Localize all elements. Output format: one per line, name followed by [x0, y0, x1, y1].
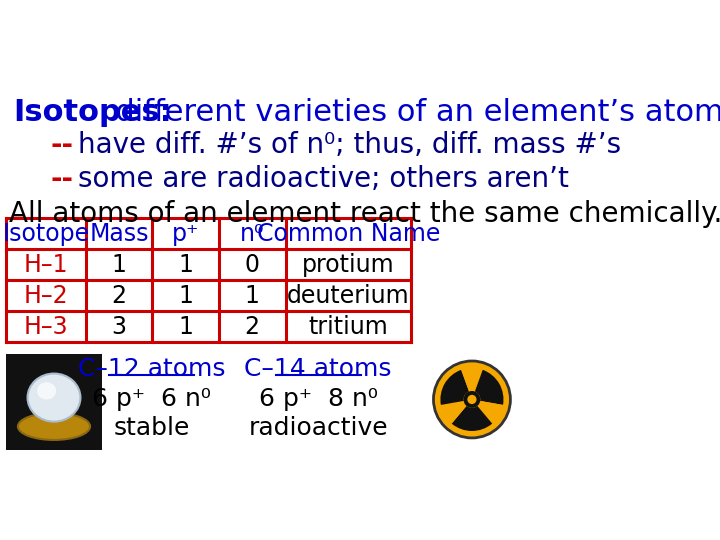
Text: 2: 2 [112, 284, 127, 308]
Ellipse shape [18, 413, 90, 440]
Text: n⁰: n⁰ [240, 222, 264, 246]
Text: H–3: H–3 [24, 315, 68, 339]
Wedge shape [442, 402, 467, 423]
Text: 0: 0 [245, 253, 260, 277]
Text: 1: 1 [179, 284, 193, 308]
Text: stable: stable [114, 416, 190, 441]
Text: --: -- [50, 165, 73, 193]
Text: deuterium: deuterium [287, 284, 410, 308]
Text: 1: 1 [179, 315, 193, 339]
Wedge shape [474, 370, 503, 405]
Text: p⁺: p⁺ [172, 222, 199, 246]
Text: --: -- [50, 131, 73, 159]
Text: C–14 atoms: C–14 atoms [244, 357, 392, 381]
Text: Isotope: Isotope [2, 222, 89, 246]
Text: H–1: H–1 [24, 253, 68, 277]
Text: C–12 atoms: C–12 atoms [78, 357, 225, 381]
Text: 1: 1 [179, 253, 193, 277]
Text: 6 p⁺  8 n⁰: 6 p⁺ 8 n⁰ [258, 387, 377, 411]
Circle shape [433, 361, 510, 438]
Text: H–2: H–2 [24, 284, 68, 308]
Wedge shape [478, 401, 503, 420]
Bar [6, 354, 102, 450]
Ellipse shape [37, 382, 56, 400]
Text: tritium: tritium [309, 315, 388, 339]
Text: Isotopes:: Isotopes: [13, 98, 172, 127]
Text: All atoms of an element react the same chemically.: All atoms of an element react the same c… [9, 200, 720, 228]
Text: different varieties of an element’s atoms: different varieties of an element’s atom… [96, 98, 720, 127]
Text: Mass: Mass [89, 222, 149, 246]
Circle shape [464, 391, 480, 408]
Text: have diff. #’s of n⁰; thus, diff. mass #’s: have diff. #’s of n⁰; thus, diff. mass #… [78, 131, 621, 159]
Text: Common Name: Common Name [257, 222, 440, 246]
Text: 1: 1 [245, 284, 260, 308]
Wedge shape [451, 406, 492, 431]
Wedge shape [441, 370, 469, 405]
Wedge shape [461, 368, 477, 392]
Text: 1: 1 [112, 253, 127, 277]
Text: 3: 3 [112, 315, 127, 339]
Text: 2: 2 [245, 315, 260, 339]
Text: 6 p⁺  6 n⁰: 6 p⁺ 6 n⁰ [92, 387, 211, 411]
Text: radioactive: radioactive [248, 416, 388, 441]
Text: some are radioactive; others aren’t: some are radioactive; others aren’t [78, 165, 569, 193]
Circle shape [467, 395, 477, 404]
Text: protium: protium [302, 253, 395, 277]
Ellipse shape [27, 374, 81, 422]
